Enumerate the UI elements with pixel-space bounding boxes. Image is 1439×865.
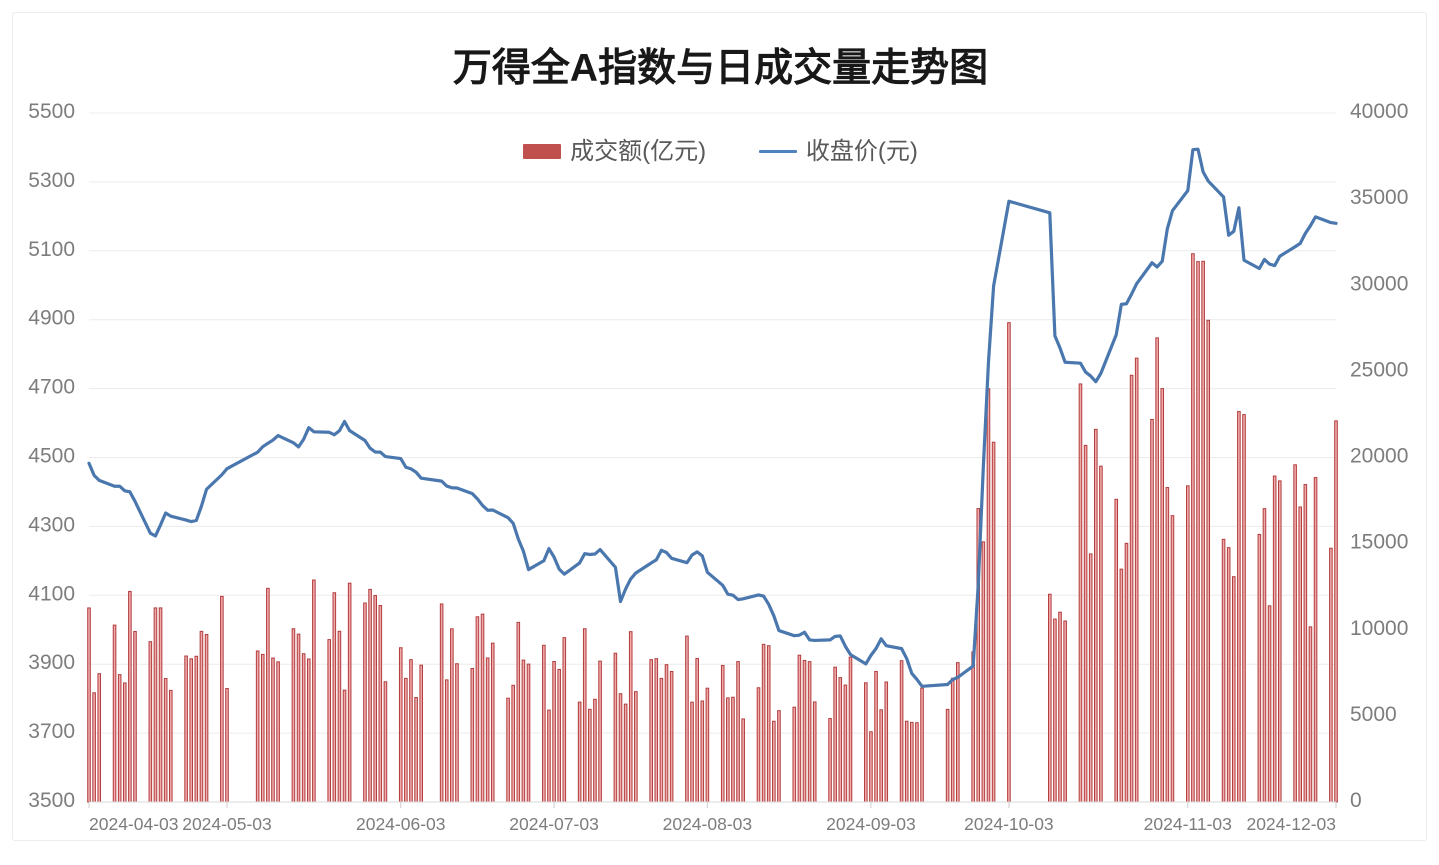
svg-text:5300: 5300	[28, 169, 75, 192]
svg-text:3700: 3700	[28, 720, 75, 743]
svg-text:4900: 4900	[28, 307, 75, 330]
svg-text:3900: 3900	[28, 651, 75, 674]
svg-text:2024-07-03: 2024-07-03	[509, 814, 599, 834]
svg-text:5000: 5000	[1350, 703, 1397, 726]
svg-text:30000: 30000	[1350, 272, 1408, 295]
svg-text:5100: 5100	[28, 238, 75, 261]
svg-text:4300: 4300	[28, 513, 75, 536]
svg-text:25000: 25000	[1350, 358, 1408, 381]
svg-text:2024-10-03: 2024-10-03	[964, 814, 1054, 834]
svg-text:2024-12-03: 2024-12-03	[1246, 814, 1336, 834]
svg-text:15000: 15000	[1350, 531, 1408, 554]
svg-text:20000: 20000	[1350, 445, 1408, 468]
svg-text:2024-09-03: 2024-09-03	[826, 814, 916, 834]
svg-text:10000: 10000	[1350, 617, 1408, 640]
svg-text:3500: 3500	[28, 789, 75, 812]
svg-text:4500: 4500	[28, 445, 75, 468]
svg-text:40000: 40000	[1350, 100, 1408, 123]
svg-text:5500: 5500	[28, 100, 75, 123]
svg-text:4700: 4700	[28, 376, 75, 399]
svg-text:0: 0	[1350, 789, 1362, 812]
svg-text:35000: 35000	[1350, 186, 1408, 209]
svg-text:2024-04-03: 2024-04-03	[89, 814, 179, 834]
svg-text:2024-08-03: 2024-08-03	[663, 814, 753, 834]
svg-text:2024-06-03: 2024-06-03	[356, 814, 446, 834]
svg-text:2024-11-03: 2024-11-03	[1144, 814, 1232, 834]
svg-text:2024-05-03: 2024-05-03	[182, 814, 272, 834]
svg-text:4100: 4100	[28, 582, 75, 605]
